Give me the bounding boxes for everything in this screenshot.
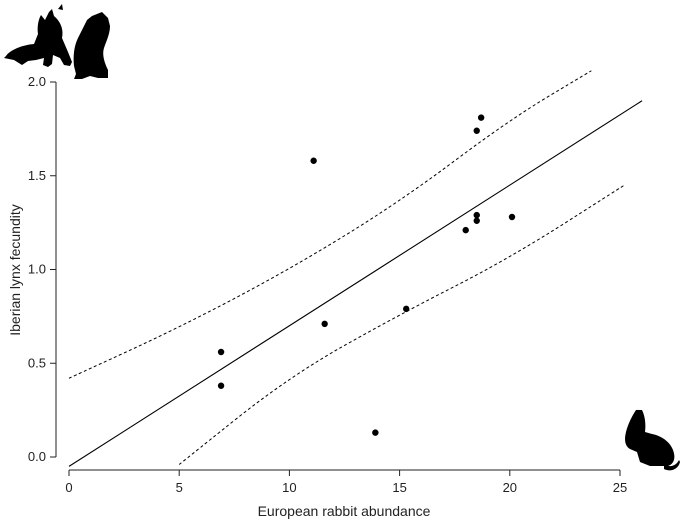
x-tick-label: 10 xyxy=(282,480,296,495)
x-tick-label: 5 xyxy=(176,480,183,495)
data-point xyxy=(372,429,379,436)
y-tick-label: 1.0 xyxy=(28,262,46,277)
x-tick-label: 20 xyxy=(503,480,517,495)
data-point xyxy=(310,157,317,164)
regression-line xyxy=(68,100,643,467)
lynx-silhouette-icon xyxy=(4,4,110,79)
data-point xyxy=(217,382,225,389)
regression-curves xyxy=(68,70,643,467)
rabbit-silhouette-icon xyxy=(625,409,680,471)
data-point xyxy=(508,213,516,221)
data-point xyxy=(473,211,480,219)
x-tick-label: 25 xyxy=(613,480,627,495)
y-tick-label: 0.5 xyxy=(28,355,46,370)
data-point xyxy=(473,127,480,134)
data-points xyxy=(217,114,516,436)
data-point xyxy=(217,348,225,356)
y-tick-label: 1.5 xyxy=(28,168,46,183)
x-axis-label: European rabbit abundance xyxy=(258,503,431,519)
data-point xyxy=(473,217,480,224)
lower-confidence-band xyxy=(178,184,625,465)
y-tick-label: 0.0 xyxy=(28,449,46,464)
data-point xyxy=(403,305,410,313)
y-tick-label: 2.0 xyxy=(28,74,46,89)
x-tick-label: 15 xyxy=(392,480,406,495)
data-point xyxy=(477,114,485,121)
x-tick-label: 0 xyxy=(65,480,72,495)
data-point xyxy=(321,320,328,328)
data-point xyxy=(462,226,469,234)
y-axis-ticks: 0.0 0.5 1.0 1.5 2.0 xyxy=(28,74,56,464)
x-axis-ticks: 0 5 10 15 20 25 xyxy=(65,470,627,495)
y-axis-label: Iberian lynx fecundity xyxy=(7,204,23,336)
upper-confidence-band xyxy=(68,70,592,379)
